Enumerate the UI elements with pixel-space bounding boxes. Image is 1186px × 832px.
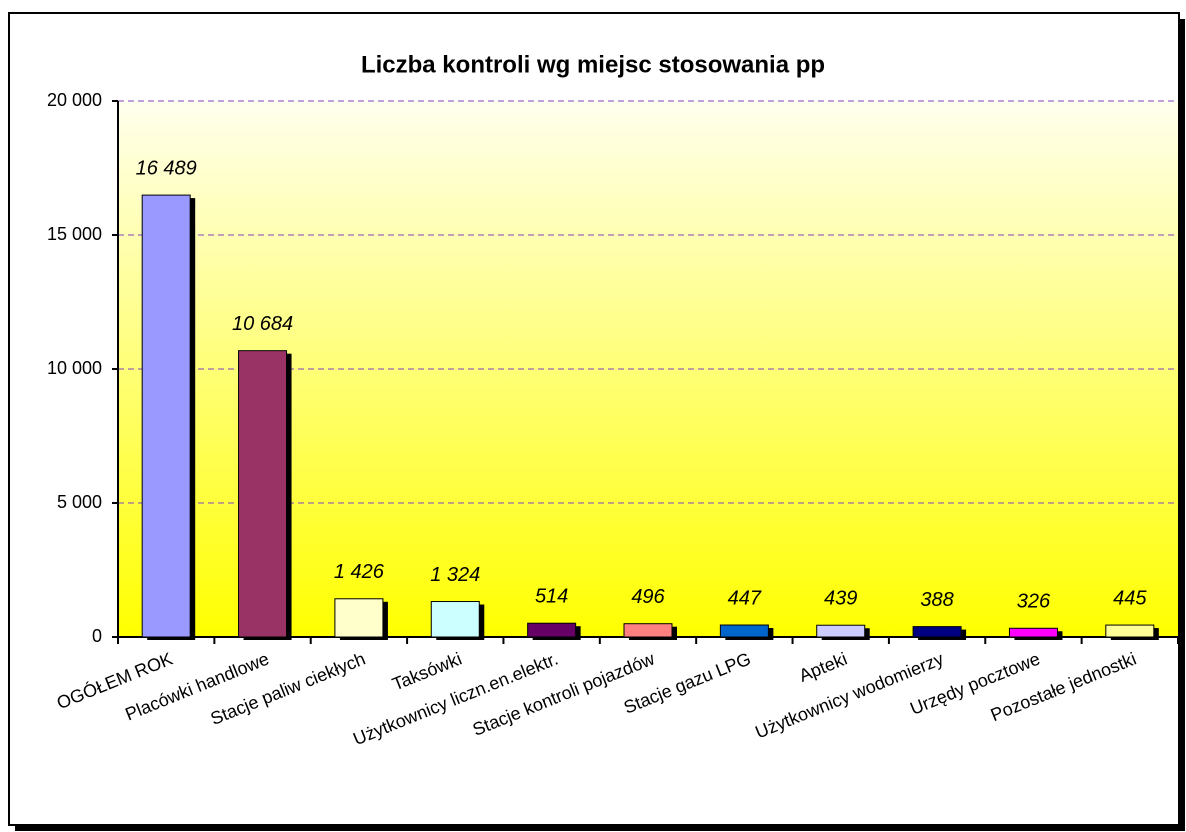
y-tick-label: 20 000 <box>47 90 102 110</box>
bar <box>527 622 577 638</box>
bar <box>430 601 480 638</box>
data-label: 16 489 <box>136 157 197 179</box>
data-label: 388 <box>920 589 953 611</box>
bar <box>238 350 288 638</box>
data-label: 514 <box>535 586 568 608</box>
data-label: 445 <box>1113 587 1147 609</box>
bar <box>816 624 866 638</box>
chart-title: Liczba kontroli wg miejsc stosowania pp <box>361 51 825 78</box>
bar <box>912 626 962 638</box>
data-label: 496 <box>631 586 665 608</box>
bar <box>719 624 769 638</box>
data-label: 1 324 <box>430 564 480 586</box>
bar <box>334 598 384 638</box>
y-tick-label: 15 000 <box>47 224 102 244</box>
bar <box>623 623 673 638</box>
y-tick-label: 10 000 <box>47 358 102 378</box>
data-label: 1 426 <box>334 561 385 583</box>
y-tick-label: 5 000 <box>57 492 102 512</box>
data-label: 439 <box>824 588 857 610</box>
data-label: 447 <box>728 587 762 609</box>
bar <box>1105 624 1155 638</box>
bar <box>141 194 191 638</box>
data-label: 326 <box>1017 591 1051 613</box>
y-tick-label: 0 <box>92 626 102 646</box>
data-label: 10 684 <box>232 313 293 335</box>
bar <box>1008 627 1058 638</box>
